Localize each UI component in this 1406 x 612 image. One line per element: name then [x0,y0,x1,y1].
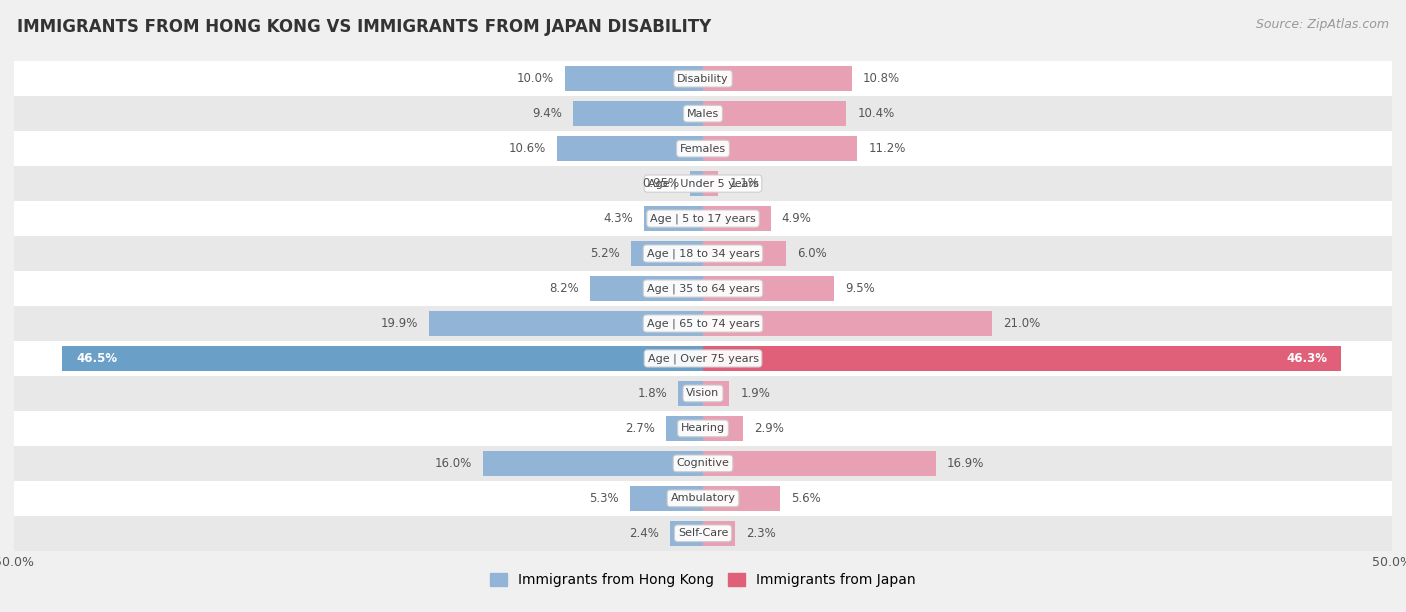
Text: Cognitive: Cognitive [676,458,730,468]
Bar [14,61,1392,96]
Bar [703,206,770,231]
Text: 6.0%: 6.0% [797,247,827,260]
Bar [703,486,780,511]
Bar [14,131,1392,166]
Bar [630,486,703,511]
Bar [14,516,1392,551]
Text: Age | 5 to 17 years: Age | 5 to 17 years [650,214,756,224]
Bar [565,66,703,91]
Legend: Immigrants from Hong Kong, Immigrants from Japan: Immigrants from Hong Kong, Immigrants fr… [485,568,921,593]
Bar [14,376,1392,411]
Text: 9.5%: 9.5% [845,282,875,295]
Text: 10.0%: 10.0% [517,72,554,85]
Text: 11.2%: 11.2% [869,142,905,155]
Text: IMMIGRANTS FROM HONG KONG VS IMMIGRANTS FROM JAPAN DISABILITY: IMMIGRANTS FROM HONG KONG VS IMMIGRANTS … [17,18,711,36]
Text: 19.9%: 19.9% [381,317,418,330]
Bar [14,411,1392,446]
Text: 10.4%: 10.4% [858,107,894,120]
Text: Males: Males [688,109,718,119]
Text: 2.4%: 2.4% [628,527,659,540]
Text: Disability: Disability [678,73,728,84]
Bar [14,341,1392,376]
Text: 46.5%: 46.5% [76,352,117,365]
Text: 10.8%: 10.8% [863,72,900,85]
Text: 5.6%: 5.6% [792,492,821,505]
Bar [678,381,703,406]
Bar [14,236,1392,271]
Bar [14,271,1392,306]
Bar [557,136,703,161]
Text: 1.8%: 1.8% [637,387,668,400]
Bar [703,416,742,441]
Text: 21.0%: 21.0% [1004,317,1040,330]
Text: 16.9%: 16.9% [946,457,984,470]
Text: Age | Over 75 years: Age | Over 75 years [648,353,758,364]
Text: Source: ZipAtlas.com: Source: ZipAtlas.com [1256,18,1389,31]
Bar [644,206,703,231]
Text: Vision: Vision [686,389,720,398]
Bar [14,446,1392,481]
Bar [703,101,846,126]
Text: Females: Females [681,144,725,154]
Text: 4.9%: 4.9% [782,212,811,225]
Text: 16.0%: 16.0% [434,457,471,470]
Bar [666,416,703,441]
Text: 9.4%: 9.4% [533,107,562,120]
Bar [14,96,1392,131]
Text: 10.6%: 10.6% [509,142,546,155]
Bar [62,346,703,371]
Text: Age | 18 to 34 years: Age | 18 to 34 years [647,248,759,259]
Bar [703,451,936,476]
Bar [690,171,703,196]
Text: 2.3%: 2.3% [745,527,776,540]
Text: 8.2%: 8.2% [550,282,579,295]
Text: 46.3%: 46.3% [1286,352,1327,365]
Bar [574,101,703,126]
Bar [669,521,703,546]
Bar [631,241,703,266]
Text: 5.3%: 5.3% [589,492,619,505]
Bar [14,481,1392,516]
Text: 1.1%: 1.1% [730,177,759,190]
Text: 0.95%: 0.95% [641,177,679,190]
Text: Age | Under 5 years: Age | Under 5 years [648,178,758,189]
Bar [703,171,718,196]
Text: Ambulatory: Ambulatory [671,493,735,503]
Bar [429,311,703,336]
Bar [703,521,735,546]
Bar [703,241,786,266]
Text: 4.3%: 4.3% [603,212,633,225]
Text: Self-Care: Self-Care [678,528,728,539]
Text: 2.9%: 2.9% [754,422,785,435]
Text: Hearing: Hearing [681,424,725,433]
Bar [482,451,703,476]
Text: Age | 35 to 64 years: Age | 35 to 64 years [647,283,759,294]
Bar [703,381,730,406]
Text: Age | 65 to 74 years: Age | 65 to 74 years [647,318,759,329]
Bar [591,276,703,301]
Bar [14,201,1392,236]
Bar [14,306,1392,341]
Bar [703,311,993,336]
Bar [703,346,1341,371]
Bar [703,136,858,161]
Text: 2.7%: 2.7% [624,422,655,435]
Text: 1.9%: 1.9% [740,387,770,400]
Bar [703,66,852,91]
Bar [703,276,834,301]
Text: 5.2%: 5.2% [591,247,620,260]
Bar [14,166,1392,201]
